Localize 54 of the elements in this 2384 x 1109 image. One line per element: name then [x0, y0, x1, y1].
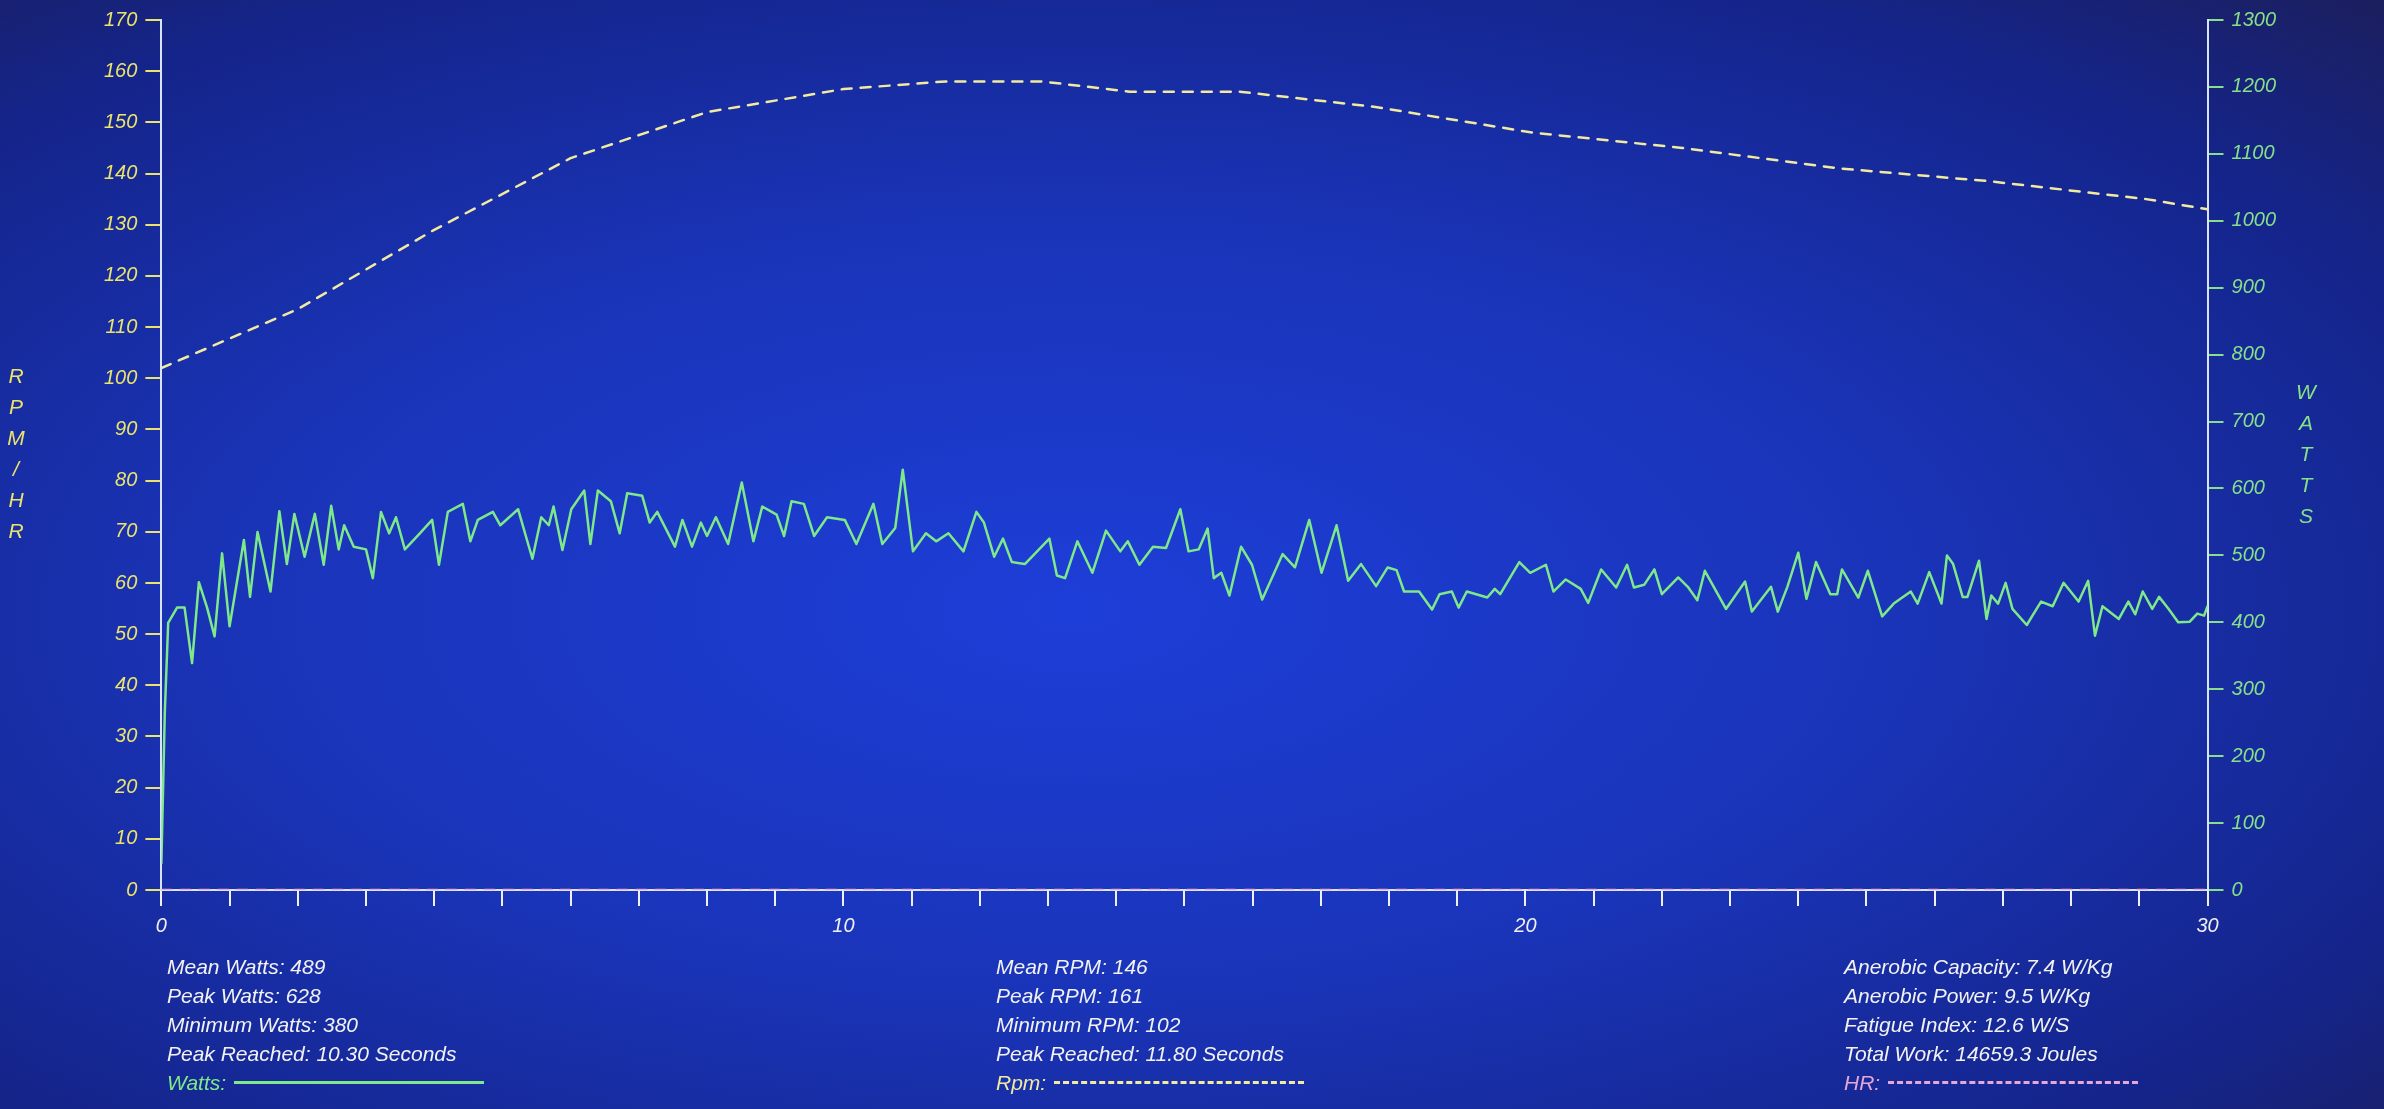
y2-tick-label: 200	[2230, 743, 2265, 766]
y-tick-label: 130	[103, 212, 138, 235]
y-tick-label: 30	[115, 724, 138, 747]
y-tick-label: 140	[103, 161, 138, 184]
y-tick-label: 120	[103, 263, 138, 286]
text: Mean RPM: 146	[996, 954, 1149, 980]
y2-tick-label: 600	[2231, 476, 2265, 499]
text: Watts:	[167, 1070, 227, 1096]
text: Rpm:	[996, 1070, 1047, 1096]
y2-tick-label: 1100	[2231, 141, 2275, 164]
y-axis-title: RPM/HR	[7, 364, 26, 543]
y-tick-label: 40	[115, 672, 138, 695]
y2-tick-label: 1300	[2231, 7, 2277, 30]
text: Peak Watts: 628	[167, 983, 322, 1009]
y2-tick-label: 500	[2231, 542, 2265, 565]
x-tick-label: 20	[1513, 913, 1537, 936]
y2-tick-label: 1000	[2231, 208, 2277, 231]
text: Anerobic Capacity: 7.4 W/Kg	[1844, 954, 2114, 980]
y2-tick-label: 1200	[2231, 74, 2277, 97]
y-tick-label: 20	[114, 775, 138, 798]
y2-tick-label: 800	[2231, 342, 2265, 365]
text: Minimum Watts: 380	[167, 1012, 359, 1038]
text: Total Work: 14659.3 Joules	[1844, 1041, 2099, 1067]
text: Peak Reached: 11.80 Seconds	[996, 1041, 1285, 1067]
text: Minimum RPM: 102	[996, 1012, 1182, 1038]
y-tick-label: 150	[103, 109, 138, 132]
text: Peak Reached: 10.30 Seconds	[167, 1041, 458, 1067]
y-tick-label: 70	[115, 519, 138, 542]
y-tick-label: 170	[103, 7, 138, 30]
y-tick-label: 80	[115, 468, 138, 491]
y-tick-label: 160	[103, 58, 138, 81]
y-tick-label: 60	[115, 570, 138, 593]
y2-tick-label: 900	[2231, 275, 2265, 298]
y2-tick-label: 400	[2231, 609, 2265, 632]
y-tick-label: 100	[103, 365, 138, 388]
text: Fatigue Index: 12.6 W/S	[1844, 1012, 2071, 1038]
text: HR:	[1844, 1070, 1881, 1096]
y-tick-label: 10	[115, 826, 138, 849]
x-tick-label: 10	[832, 913, 855, 936]
y2-tick-label: 700	[2231, 409, 2265, 432]
y-tick-label: 50	[115, 621, 138, 644]
line-series	[161, 80, 2208, 370]
y-tick-label: 90	[115, 416, 138, 439]
text: Peak RPM: 161	[996, 983, 1145, 1009]
text: Anerobic Power: 9.5 W/Kg	[1844, 983, 2092, 1009]
y2-tick-label: 300	[2231, 676, 2265, 699]
y2-tick-label: 0	[2231, 877, 2243, 900]
x-tick-label: 30	[2196, 913, 2219, 936]
text: Mean Watts: 489	[167, 954, 327, 980]
y-tick-label: 0	[126, 877, 138, 900]
y-tick-label: 110	[105, 314, 138, 337]
y2-axis-title: WATTS	[2296, 379, 2319, 527]
y2-tick-label: 100	[2231, 810, 2265, 833]
x-tick-label: 0	[155, 913, 167, 936]
